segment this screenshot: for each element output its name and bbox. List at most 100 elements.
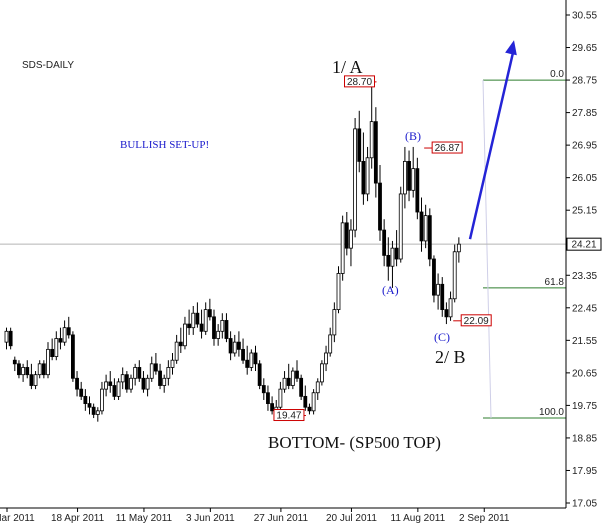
candle-body xyxy=(344,222,349,249)
axes xyxy=(0,0,567,509)
candle-body xyxy=(436,283,441,296)
candle-body xyxy=(66,327,71,336)
candle-body xyxy=(427,215,432,260)
fib-label: 100.0 xyxy=(539,407,564,418)
candle-body xyxy=(8,330,13,347)
price-flags: 28.70 26.87 22.09 19.47 xyxy=(273,75,492,422)
candle-body xyxy=(46,348,50,376)
candle-body xyxy=(365,157,370,195)
x-tick-label: 11 May 2011 xyxy=(116,513,173,524)
candle-body xyxy=(253,352,258,365)
candle-body xyxy=(336,273,341,311)
candle-body xyxy=(423,215,428,242)
wave-1a-label: 1/ A xyxy=(332,57,363,77)
y-tick-label: 26.05 xyxy=(572,173,597,184)
y-tick-label: 19.75 xyxy=(572,401,597,412)
y-tick-label: 23.35 xyxy=(572,271,597,282)
candle-body xyxy=(54,338,59,358)
x-tick-label: 2 Sep 2011 xyxy=(459,513,510,524)
candle-body xyxy=(432,258,436,296)
candle-body xyxy=(17,363,21,376)
candle-body xyxy=(133,367,138,379)
bullish-setup-label: BULLISH SET-UP! xyxy=(120,139,209,151)
candle-body xyxy=(456,243,461,253)
price-flag-box xyxy=(431,141,463,154)
projection-arrowhead xyxy=(505,40,517,56)
candle-body xyxy=(394,247,399,260)
candle-body xyxy=(290,370,295,386)
candle-body xyxy=(79,388,84,397)
candle-body xyxy=(37,363,42,376)
candle-body xyxy=(149,363,154,379)
candle-body xyxy=(353,128,358,231)
candle-body xyxy=(112,385,117,397)
candle-body xyxy=(332,309,337,336)
fib-label: 61.8 xyxy=(545,277,565,288)
candle-body xyxy=(419,211,424,242)
candle-body xyxy=(452,251,457,300)
candle-body xyxy=(324,352,328,365)
candle-body xyxy=(4,330,9,343)
wave-a-label: (A) xyxy=(382,283,399,297)
candle-body xyxy=(402,160,407,195)
candle-body xyxy=(398,193,403,260)
candle-body xyxy=(174,341,179,361)
candle-body xyxy=(25,367,30,376)
y-tick-label: 17.95 xyxy=(572,466,597,477)
candle-body xyxy=(349,229,353,249)
candle-body xyxy=(440,283,445,311)
candle-body xyxy=(83,395,88,404)
candle-body xyxy=(158,370,162,386)
candle-body xyxy=(195,312,200,325)
candle-body xyxy=(378,182,382,231)
candle-body xyxy=(71,334,75,379)
candle-body xyxy=(315,381,320,394)
x-tick-label: 11 Aug 2011 xyxy=(391,513,446,524)
candle-body xyxy=(216,330,221,339)
candle-body xyxy=(21,367,26,376)
candle-body xyxy=(141,377,146,390)
candle-body xyxy=(129,377,133,390)
candle-body xyxy=(91,406,96,415)
x-axis-ticks: 25 Mar 2011 18 Apr 2011 11 May 2011 3 Jun 2… xyxy=(0,508,510,524)
candle-body xyxy=(120,374,125,383)
candle-body xyxy=(95,410,100,415)
candle-body xyxy=(170,359,175,368)
candle-body xyxy=(357,128,362,162)
candle-body xyxy=(137,367,142,379)
candle-body xyxy=(87,403,92,408)
candle-body xyxy=(178,341,183,347)
candle-body xyxy=(369,121,374,159)
x-tick-label: 3 Jun 2011 xyxy=(186,513,235,524)
y-tick-label: 22.45 xyxy=(572,303,597,314)
last-price-box xyxy=(566,237,602,251)
candle-body xyxy=(124,374,129,390)
candle-body xyxy=(62,327,67,343)
candle-body xyxy=(236,341,241,350)
price-flag-box xyxy=(344,75,375,88)
candle-body xyxy=(295,370,299,379)
candle-body xyxy=(224,320,229,339)
candle-body xyxy=(270,403,275,412)
candle-body xyxy=(166,367,171,379)
candle-body xyxy=(307,406,312,412)
y-tick-label: 29.65 xyxy=(572,43,597,54)
y-tick-label: 26.95 xyxy=(572,141,597,152)
candle-body xyxy=(203,309,208,332)
candle-body xyxy=(207,309,212,318)
fib-label: 0.0 xyxy=(550,69,564,80)
y-tick-label: 20.65 xyxy=(572,368,597,379)
candle-body xyxy=(220,320,225,332)
y-tick-label: 18.85 xyxy=(572,433,597,444)
candle-body xyxy=(278,388,283,408)
wave-b-label: (B) xyxy=(405,129,421,143)
x-tick-label: 20 Jul 2011 xyxy=(326,513,377,524)
candle-body xyxy=(100,388,104,412)
candle-body xyxy=(444,309,449,318)
price-flag-label: 19.47 xyxy=(276,411,301,422)
y-tick-label: 17.05 xyxy=(572,499,597,510)
candle-body xyxy=(187,323,192,329)
wave-2b-label: 2/ B xyxy=(435,347,466,367)
candle-body xyxy=(249,352,254,368)
